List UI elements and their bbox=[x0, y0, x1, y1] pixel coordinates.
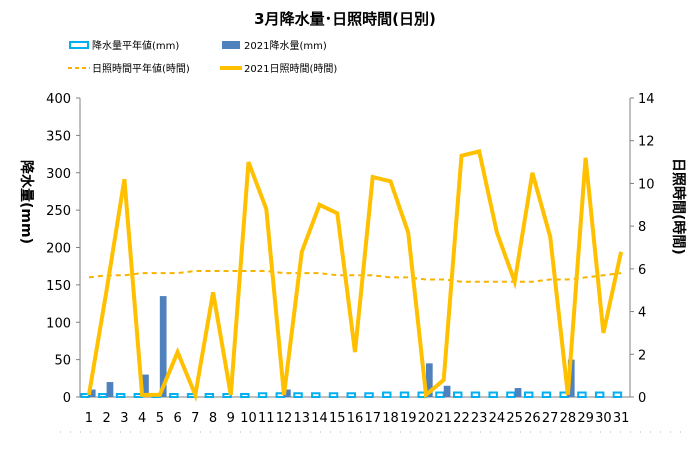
bar-2021-rainfall bbox=[88, 389, 96, 397]
bar-normal-rainfall bbox=[169, 393, 179, 399]
y-right-tick-label: 0 bbox=[638, 391, 646, 406]
x-tick-label: 11 bbox=[258, 411, 275, 426]
bar-normal-rainfall bbox=[488, 391, 498, 399]
bar-normal-rainfall bbox=[328, 392, 339, 399]
bar-normal-rainfall bbox=[346, 392, 357, 399]
x-tick-label: 15 bbox=[329, 411, 346, 426]
y-right-tick-label: 8 bbox=[638, 220, 646, 235]
y-left-axis-label: 降水量(mm) bbox=[18, 160, 35, 244]
bar-normal-rainfall bbox=[523, 391, 534, 399]
bottom-border-dots bbox=[60, 431, 690, 433]
bar-2021-rainfall bbox=[159, 296, 167, 397]
legend-swatch-normal-rainfall bbox=[69, 41, 89, 49]
x-tick-label: 17 bbox=[364, 411, 381, 426]
x-tick-label: 24 bbox=[489, 411, 506, 426]
bar-2021-rainfall bbox=[106, 382, 114, 397]
bar-normal-rainfall bbox=[506, 391, 516, 399]
bar-normal-rainfall bbox=[399, 391, 410, 399]
bar-normal-rainfall bbox=[541, 391, 552, 399]
bar-2021-rainfall bbox=[142, 374, 149, 397]
legend-label-2021-rainfall: 2021降水量(mm) bbox=[244, 39, 327, 52]
y-right-tick-label: 4 bbox=[638, 306, 646, 321]
bar-2021-rainfall bbox=[443, 385, 451, 397]
y-left-tick-label: 400 bbox=[46, 92, 71, 107]
y-right-tick-label: 12 bbox=[638, 135, 655, 150]
x-tick-label: 22 bbox=[453, 411, 470, 426]
legend-label-2021-sunshine: 2021日照時間(時間) bbox=[244, 63, 337, 75]
y-right-tick-label: 2 bbox=[638, 348, 646, 363]
bar-2021-rainfall bbox=[514, 388, 522, 397]
y-left-tick-label: 150 bbox=[46, 279, 71, 294]
y-left-tick-label: 100 bbox=[46, 316, 71, 331]
bar-2021-rainfall bbox=[567, 359, 575, 397]
x-tick-label: 12 bbox=[276, 411, 293, 426]
y-right-tick-label: 6 bbox=[638, 263, 646, 278]
bar-normal-rainfall bbox=[612, 391, 623, 399]
bar-normal-rainfall bbox=[435, 391, 445, 399]
x-tick-label: 31 bbox=[613, 411, 630, 426]
x-tick-label: 5 bbox=[156, 411, 164, 426]
bar-normal-rainfall bbox=[470, 391, 481, 399]
y-right-tick-label: 14 bbox=[638, 92, 655, 107]
bar-normal-rainfall bbox=[453, 391, 463, 399]
bar-normal-rainfall bbox=[382, 391, 392, 399]
x-tick-label: 30 bbox=[595, 411, 612, 426]
y-right-axis-label: 日照時間(時間) bbox=[670, 158, 687, 255]
x-tick-label: 13 bbox=[294, 411, 311, 426]
y-left-tick-label: 350 bbox=[46, 129, 71, 144]
x-tick-label: 21 bbox=[435, 411, 452, 426]
line-2021-sunshine bbox=[86, 148, 624, 403]
bar-2021-rainfall bbox=[284, 389, 291, 397]
legend-label-normal-sunshine: 日照時間平年値(時間) bbox=[92, 62, 190, 75]
x-tick-label: 3 bbox=[120, 411, 128, 426]
y-right-tick-label: 10 bbox=[638, 177, 655, 192]
x-tick-label: 25 bbox=[506, 411, 523, 426]
legend-swatch-2021-rainfall bbox=[222, 41, 240, 49]
y-left-tick-label: 200 bbox=[46, 242, 71, 257]
x-tick-label: 2 bbox=[102, 411, 110, 426]
x-tick-label: 27 bbox=[542, 411, 559, 426]
x-tick-label: 9 bbox=[227, 411, 235, 426]
x-tick-label: 4 bbox=[138, 411, 146, 426]
y-left-tick-label: 250 bbox=[46, 204, 71, 219]
bar-normal-rainfall bbox=[115, 393, 126, 399]
x-tick-label: 1 bbox=[85, 411, 93, 426]
x-tick-label: 18 bbox=[382, 411, 399, 426]
bar-normal-rainfall bbox=[204, 393, 215, 399]
bar-normal-rainfall bbox=[240, 393, 250, 399]
chart-title: 3月降水量･日照時間(日別) bbox=[254, 10, 436, 28]
x-tick-label: 23 bbox=[471, 411, 488, 426]
x-tick-label: 8 bbox=[209, 411, 217, 426]
x-tick-label: 14 bbox=[311, 411, 328, 426]
bar-normal-rainfall bbox=[364, 392, 374, 399]
x-tick-label: 26 bbox=[524, 411, 541, 426]
x-tick-label: 6 bbox=[173, 411, 181, 426]
y-left-tick-label: 300 bbox=[46, 167, 71, 182]
bar-2021-rainfall bbox=[425, 363, 433, 397]
bar-normal-rainfall bbox=[577, 391, 587, 399]
x-tick-label: 28 bbox=[560, 411, 577, 426]
bar-normal-rainfall bbox=[98, 393, 108, 399]
x-tick-label: 20 bbox=[418, 411, 435, 426]
x-tick-label: 16 bbox=[347, 411, 364, 426]
x-tick-label: 19 bbox=[400, 411, 417, 426]
bar-normal-rainfall bbox=[293, 392, 303, 399]
y-left-tick-label: 50 bbox=[54, 354, 71, 369]
x-tick-label: 7 bbox=[191, 411, 199, 426]
x-tick-label: 10 bbox=[240, 411, 257, 426]
line-normal-sunshine bbox=[88, 270, 622, 283]
legend: 降水量平年値(mm) 2021降水量(mm) 日照時間平年値(時間) 2021日… bbox=[68, 39, 337, 75]
x-tick-label: 29 bbox=[577, 411, 594, 426]
bar-normal-rainfall bbox=[311, 392, 321, 399]
bar-normal-rainfall bbox=[222, 393, 232, 399]
y-left-tick-label: 0 bbox=[63, 391, 71, 406]
bar-normal-rainfall bbox=[594, 391, 605, 399]
bar-normal-rainfall bbox=[257, 392, 268, 399]
legend-label-normal-rainfall: 降水量平年値(mm) bbox=[92, 39, 179, 52]
